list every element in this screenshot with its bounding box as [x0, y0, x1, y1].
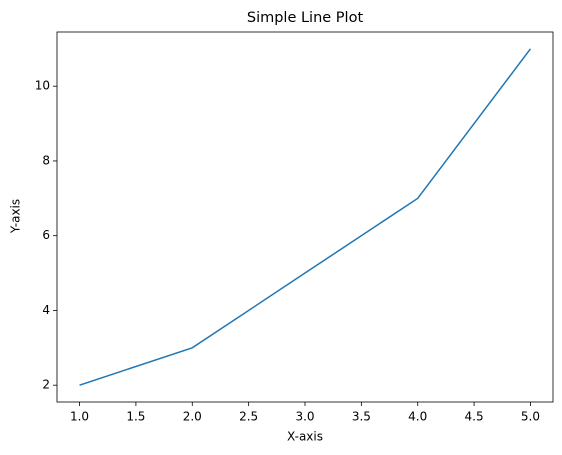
x-tick-label: 4.0: [408, 410, 427, 424]
x-tick-label: 1.0: [70, 410, 89, 424]
x-tick-label: 2.5: [239, 410, 258, 424]
x-tick-label: 5.0: [521, 410, 540, 424]
plot-frame: [56, 31, 554, 403]
x-tick-label: 2.0: [183, 410, 202, 424]
y-tick-label: 6: [42, 228, 50, 242]
y-tick-label: 10: [35, 79, 50, 93]
line: [79, 48, 532, 386]
x-tick-label: 3.5: [352, 410, 371, 424]
y-tick-label: 4: [42, 303, 50, 317]
y-axis-label: Y-axis: [9, 199, 23, 234]
x-axis-label: X-axis: [287, 430, 323, 444]
x-tick-label: 4.5: [465, 410, 484, 424]
x-tick-label: 3.0: [295, 410, 314, 424]
y-tick-label: 2: [42, 378, 50, 392]
x-tick-label: 1.5: [126, 410, 145, 424]
chart-title: Simple Line Plot: [247, 10, 364, 26]
y-tick-label: 8: [42, 153, 50, 167]
